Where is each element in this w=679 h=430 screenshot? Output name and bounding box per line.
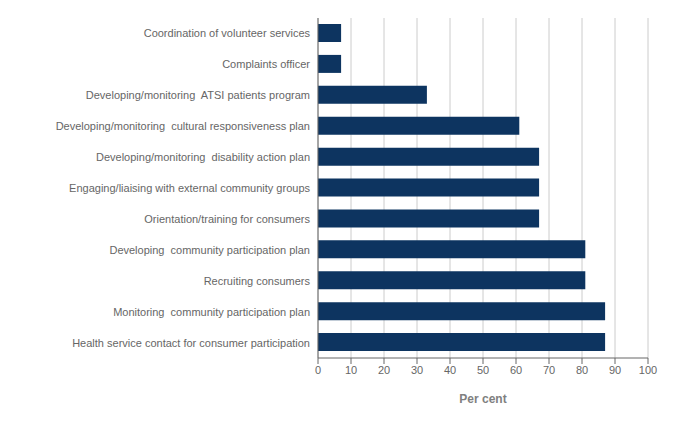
svg-text:Monitoring community particip: Monitoring community participation plan [113, 306, 310, 318]
svg-text:Coordination of volunteer serv: Coordination of volunteer services [144, 27, 311, 39]
svg-text:Developing/monitoring ATSI pa: Developing/monitoring ATSI patients prog… [86, 89, 310, 101]
svg-text:80: 80 [576, 364, 588, 376]
svg-text:Per cent: Per cent [459, 392, 506, 406]
svg-text:70: 70 [543, 364, 555, 376]
svg-text:Orientation/training for consu: Orientation/training for consumers [144, 213, 310, 225]
svg-text:50: 50 [477, 364, 489, 376]
svg-text:Developing/monitoring cultura: Developing/monitoring cultural responsiv… [56, 120, 310, 132]
svg-text:Engaging/liaising with externa: Engaging/liaising with external communit… [69, 182, 310, 194]
svg-text:Complaints officer: Complaints officer [222, 58, 310, 70]
svg-text:Developing/monitoring disabil: Developing/monitoring disability action … [96, 151, 310, 163]
svg-text:100: 100 [639, 364, 657, 376]
svg-text:20: 20 [378, 364, 390, 376]
svg-text:Health service contact for con: Health service contact for consumer part… [72, 337, 310, 349]
svg-text:Recruiting consumers: Recruiting consumers [204, 275, 311, 287]
svg-text:10: 10 [345, 364, 357, 376]
svg-text:60: 60 [510, 364, 522, 376]
svg-text:90: 90 [609, 364, 621, 376]
svg-text:40: 40 [444, 364, 456, 376]
svg-text:0: 0 [315, 364, 321, 376]
svg-text:30: 30 [411, 364, 423, 376]
svg-text:Developing community particip: Developing community participation plan [109, 244, 310, 256]
